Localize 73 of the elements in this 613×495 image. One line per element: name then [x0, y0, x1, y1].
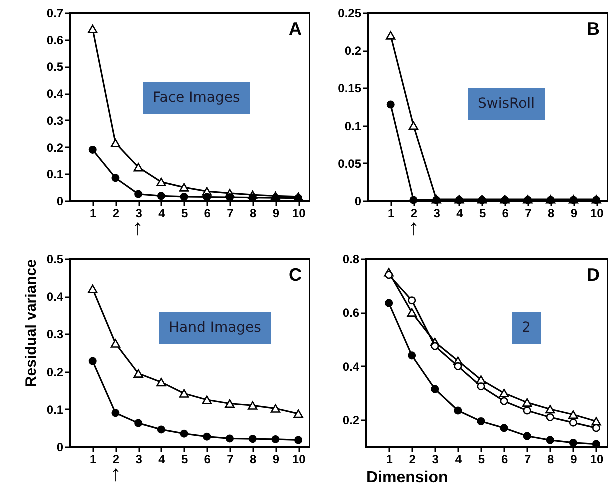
annotation: D	[587, 265, 600, 285]
x-tick-label: 3	[432, 452, 440, 466]
annotation: Hand Images	[159, 312, 272, 344]
x-tick-label: 8	[548, 206, 556, 220]
y-tick-label: 0.1	[46, 168, 64, 182]
x-tick-label: 4	[158, 206, 166, 220]
x-tick-label: 3	[136, 452, 143, 466]
x-tick-label: 1	[90, 206, 98, 220]
y-tick-label: 0.5	[46, 60, 64, 74]
annotation: C	[289, 265, 302, 285]
x-tick-label: 6	[501, 452, 508, 466]
x-tick-label: 9	[570, 452, 578, 466]
y-tick-label: 0	[56, 440, 64, 454]
x-tick-label: 3	[434, 206, 441, 220]
x-tick-label: 2	[112, 206, 120, 220]
x-tick-label: 7	[227, 452, 234, 466]
x-tick-label: 10	[590, 206, 604, 220]
x-tick-label: 8	[548, 452, 555, 466]
y-tick-label: 0	[56, 194, 64, 208]
y-tick-label: 0.1	[344, 119, 362, 134]
y-tick-label: 0.6	[342, 306, 360, 320]
x-tick-label: 6	[502, 206, 510, 220]
y-tick-label: 0.7	[46, 6, 64, 20]
y-tick-label: 0.2	[344, 44, 362, 58]
x-axis-title: Dimension	[366, 470, 448, 486]
x-tick-label: 4	[456, 206, 464, 220]
x-tick-label: 10	[292, 452, 306, 466]
x-tick-label: 5	[181, 452, 188, 466]
y-tick-label: 0.2	[342, 414, 360, 428]
x-tick-label: 7	[525, 206, 532, 220]
x-tick-label: 5	[479, 206, 486, 220]
x-tick-label: 10	[590, 452, 604, 466]
annotation: B	[587, 19, 600, 39]
y-tick-label: 0.25	[338, 6, 362, 20]
x-tick-label: 10	[292, 206, 306, 220]
annotation: 2	[512, 312, 541, 344]
y-tick-label: 0.15	[338, 82, 362, 96]
x-tick-label: 7	[524, 452, 532, 466]
y-tick-label: 0.2	[46, 365, 64, 380]
x-tick-label: 6	[204, 206, 212, 220]
x-tick-label: 9	[272, 452, 280, 466]
y-tick-label: 0.3	[46, 114, 64, 128]
x-tick-label: 1	[386, 452, 394, 466]
x-tick-label: 2	[112, 452, 120, 466]
y-tick-label: 0.2	[46, 140, 64, 155]
y-tick-label: 0.6	[46, 33, 64, 48]
x-tick-label: 2	[409, 452, 416, 466]
y-tick-label: 0.05	[338, 156, 362, 171]
y-axis-title: Residual variance	[22, 260, 40, 388]
x-tick-label: 7	[227, 206, 234, 220]
annotation: A	[289, 19, 302, 39]
x-tick-label: 1	[90, 452, 98, 466]
x-tick-label: 5	[478, 452, 486, 466]
annotation: Face Images	[143, 82, 250, 114]
x-tick-label: 9	[272, 206, 280, 220]
y-tick-label: 0.3	[46, 328, 64, 342]
y-tick-label: 0.4	[342, 360, 360, 374]
y-tick-label: 0.8	[342, 252, 360, 266]
x-tick-label: 5	[181, 206, 188, 220]
x-tick-label: 8	[250, 452, 258, 466]
y-tick-label: 0.4	[46, 87, 64, 102]
annotation: SwisRoll	[468, 88, 545, 120]
x-tick-label: 8	[250, 206, 258, 220]
x-tick-label: 9	[570, 206, 578, 220]
y-tick-label: 0.1	[46, 402, 64, 417]
x-tick-label: 6	[204, 452, 212, 466]
y-tick-label: 0.5	[46, 252, 64, 266]
x-tick-label: 2	[410, 206, 418, 220]
x-tick-label: 1	[388, 206, 396, 220]
x-tick-label: 4	[455, 452, 462, 466]
x-tick-label: 4	[158, 452, 166, 466]
y-tick-label: 0	[354, 194, 362, 208]
y-tick-label: 0.4	[46, 290, 64, 304]
